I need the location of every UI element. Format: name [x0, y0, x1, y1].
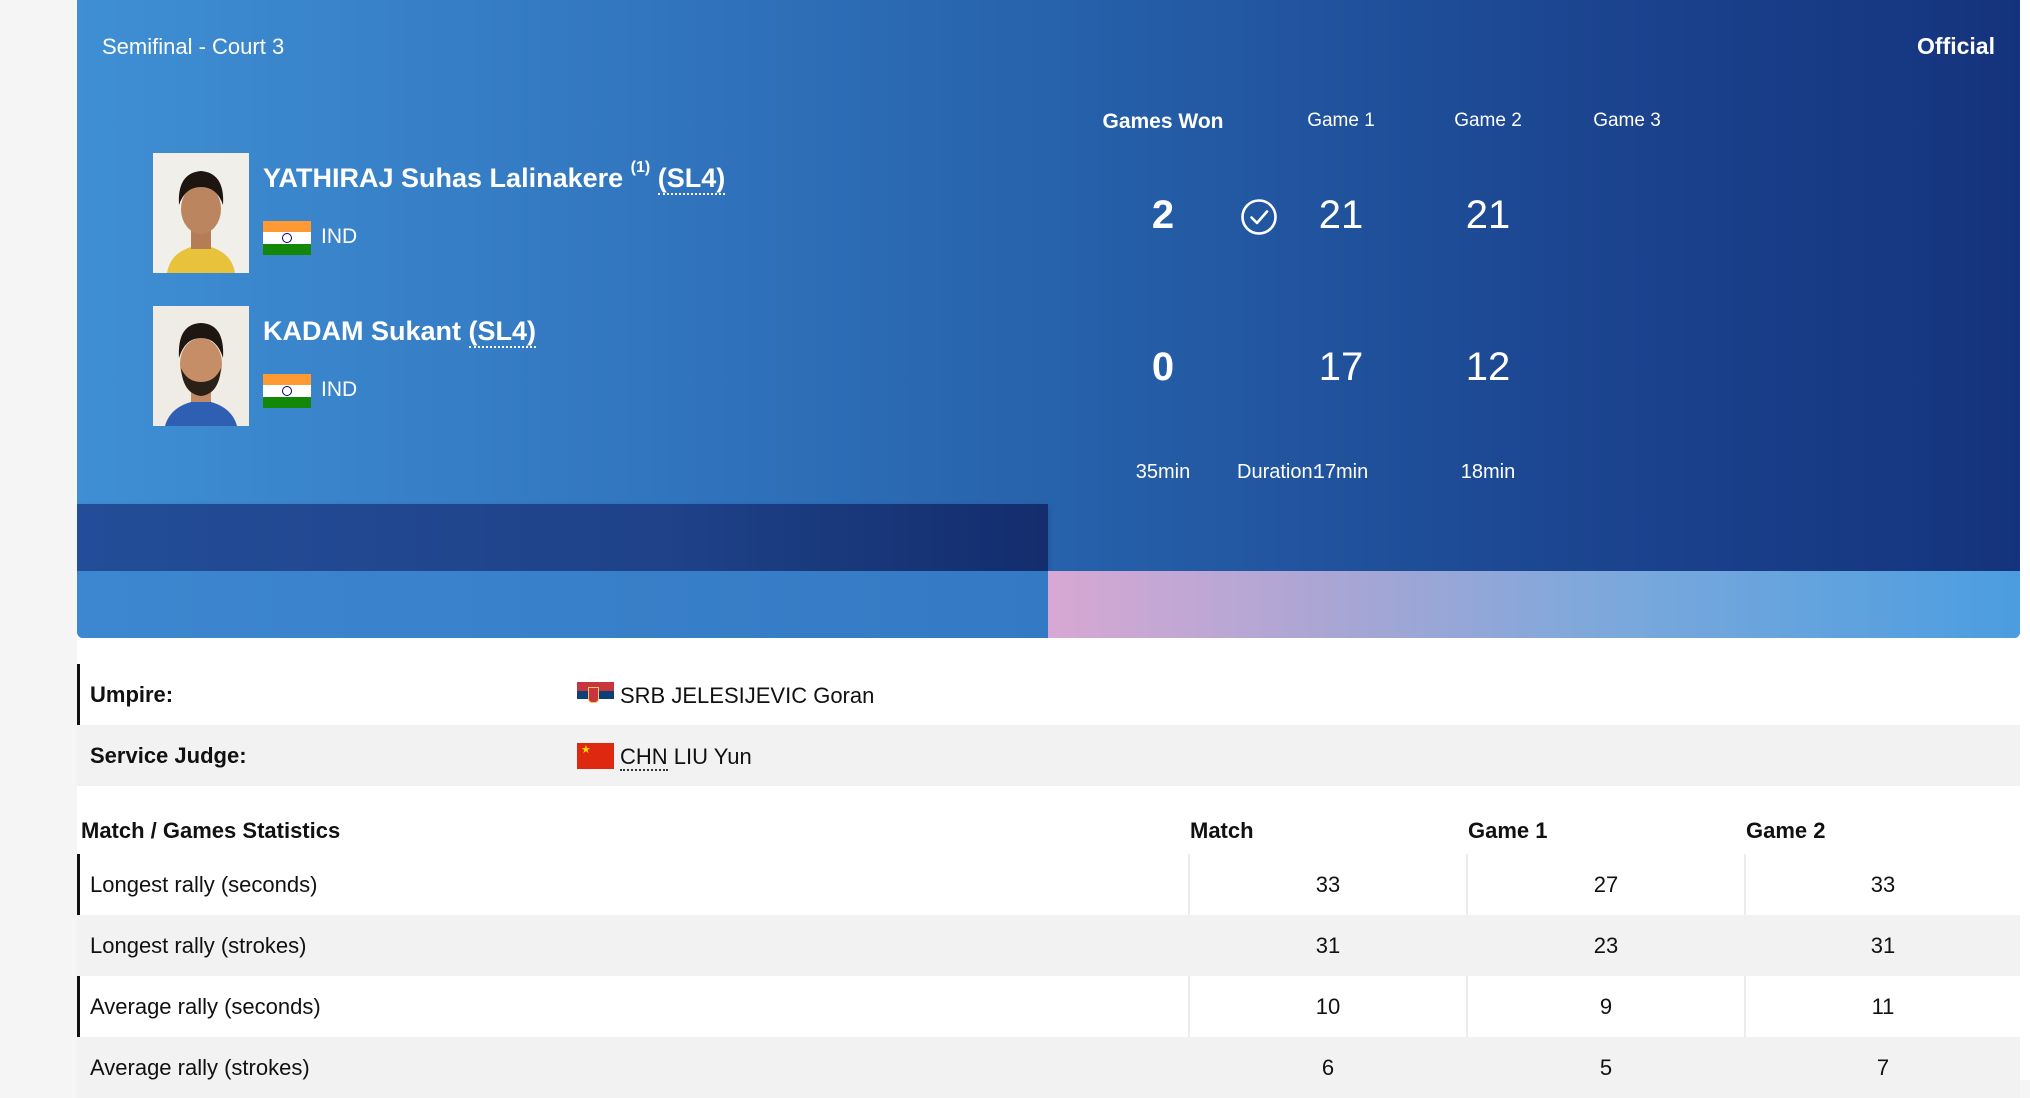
official-value: SRB JELESIJEVIC Goran: [577, 682, 874, 709]
stat-value: 31: [1870, 933, 1896, 958]
game-score: 21: [1318, 193, 1364, 237]
player-name[interactable]: YATHIRAJ Suhas Lalinakere (1) (SL4): [263, 159, 726, 195]
match-status: Official: [1917, 33, 1995, 59]
table-row: Longest rally (strokes) 31 23 31: [77, 915, 2020, 976]
table-row: Longest rally (seconds) 33 27 33: [77, 854, 2020, 915]
stats-header: Match / Games Statistics Match Game 1 Ga…: [77, 808, 2020, 854]
player-photo[interactable]: [153, 306, 249, 426]
column-game-3: Game 3: [1593, 110, 1661, 131]
stat-value: 5: [1599, 1055, 1613, 1080]
serbia-flag-icon: [577, 682, 614, 708]
stat-label: Longest rally (seconds): [90, 872, 318, 897]
official-value: ★ CHN LIU Yun: [577, 743, 752, 771]
official-name: JELESIJEVIC Goran: [671, 683, 875, 708]
official-country: SRB: [620, 683, 666, 708]
duration-game: 18min: [1460, 461, 1516, 483]
games-won-score: 0: [1151, 345, 1175, 389]
table-row: Average rally (seconds) 10 9 11: [77, 976, 2020, 1037]
match-round: Semifinal - Court 3: [102, 34, 285, 59]
player-name-text: YATHIRAJ Suhas Lalinakere: [263, 163, 624, 193]
official-country[interactable]: CHN: [620, 744, 668, 771]
official-role: Service Judge:: [90, 743, 247, 768]
player-name[interactable]: KADAM Sukant (SL4): [263, 316, 537, 348]
india-flag-icon: [263, 374, 311, 408]
winner-check-icon: [1241, 199, 1277, 235]
stat-value: 31: [1315, 933, 1341, 958]
player-photo-image: [153, 153, 249, 273]
stat-value: 33: [1870, 872, 1896, 897]
stat-value: 6: [1321, 1055, 1335, 1080]
table-row: Average rally (strokes) 6 5 7: [77, 1037, 2020, 1098]
player-country: IND: [321, 378, 358, 401]
player-photo[interactable]: [153, 153, 249, 273]
player-class[interactable]: (SL4): [468, 316, 537, 348]
game-score: 17: [1318, 345, 1364, 389]
duration-total: 35min: [1135, 461, 1191, 483]
official-row: Service Judge: ★ CHN LIU Yun: [77, 725, 2020, 786]
official-role: Umpire:: [90, 682, 174, 707]
game-score: 12: [1465, 345, 1511, 389]
player-country: IND: [321, 225, 358, 248]
decorative-band: [77, 504, 1048, 571]
stats-column-game-2: Game 2: [1746, 818, 1826, 843]
match-card: Semifinal - Court 3 Official Games Won G…: [77, 0, 2020, 638]
duration-label: Duration:: [1237, 461, 1319, 483]
stat-value: 10: [1315, 994, 1341, 1019]
official-row: Umpire: SRB JELESIJEVIC Goran: [77, 664, 2020, 725]
stat-value: 23: [1593, 933, 1619, 958]
decorative-band: [1048, 571, 2020, 638]
duration-game: 17min: [1313, 461, 1369, 483]
player-class[interactable]: (SL4): [657, 163, 726, 195]
stat-label: Longest rally (strokes): [90, 933, 307, 958]
stat-label: Average rally (seconds): [90, 994, 321, 1019]
games-won-score: 2: [1151, 193, 1175, 237]
player-seed: (1): [630, 159, 651, 176]
official-name: LIU Yun: [673, 744, 752, 769]
stat-value: 7: [1876, 1055, 1890, 1080]
stats-column-game-1: Game 1: [1468, 818, 1548, 843]
player-photo-image: [153, 306, 249, 426]
stats-column-match: Match: [1190, 818, 1254, 843]
player-name-text: KADAM Sukant: [263, 316, 462, 346]
column-game-1: Game 1: [1307, 110, 1375, 131]
column-games-won: Games Won: [1102, 110, 1224, 133]
column-game-2: Game 2: [1454, 110, 1522, 131]
india-flag-icon: [263, 221, 311, 255]
stats-title: Match / Games Statistics: [81, 818, 341, 843]
game-score: 21: [1465, 193, 1511, 237]
stat-value: 11: [1871, 994, 1895, 1019]
stat-value: 27: [1593, 872, 1619, 897]
stat-value: 33: [1315, 872, 1341, 897]
stat-value: 9: [1599, 994, 1613, 1019]
decorative-band: [77, 571, 1048, 638]
stat-label: Average rally (strokes): [90, 1055, 310, 1080]
china-flag-icon: ★: [577, 743, 614, 769]
